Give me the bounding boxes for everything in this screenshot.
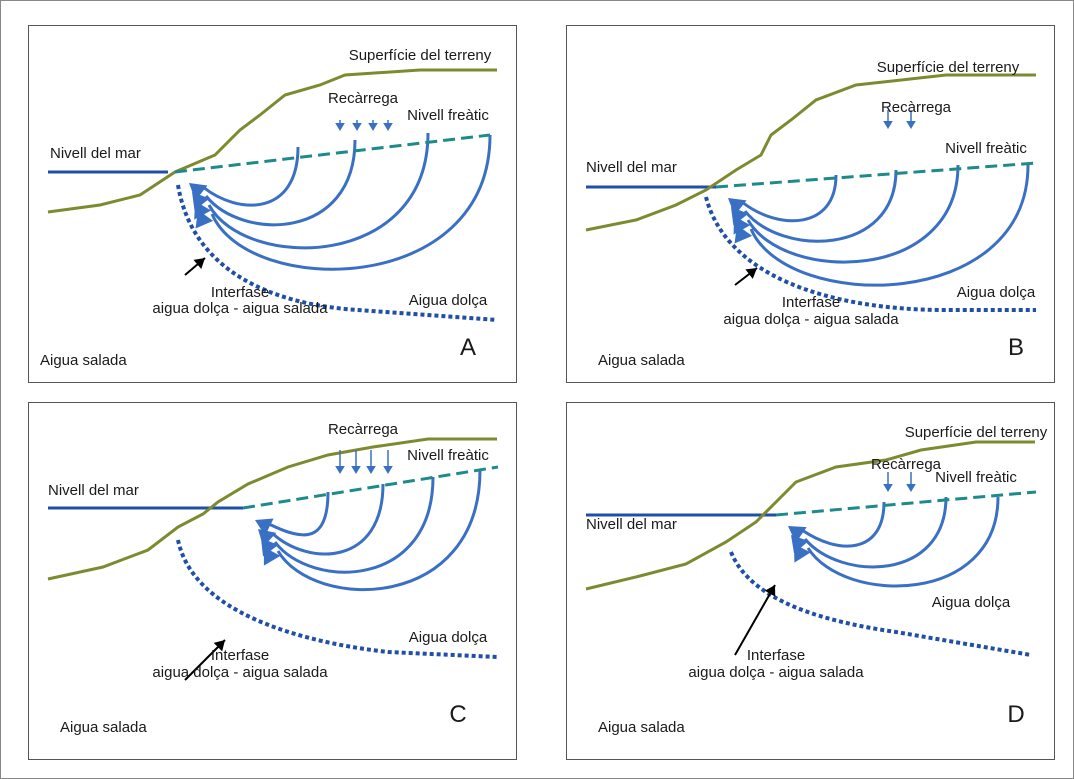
fresh-water-label: Aigua dolça <box>932 594 1011 611</box>
flow-line <box>743 169 898 243</box>
fresh-water-label: Aigua dolça <box>409 629 488 646</box>
flow-line <box>741 174 838 223</box>
interface-label: Interfase <box>747 647 805 664</box>
water-table-label: Nivell freàtic <box>945 140 1027 157</box>
interface-label: aigua dolça - aigua salada <box>152 300 328 317</box>
arrow-head <box>794 544 811 563</box>
arrow-head <box>193 258 205 270</box>
sea-level-label: Nivell del mar <box>586 159 677 176</box>
interface-label: Interfase <box>782 294 840 311</box>
arrow-head <box>745 268 757 279</box>
interface-line <box>176 184 498 322</box>
arrow-head <box>383 123 393 131</box>
arrow-head <box>255 518 274 536</box>
panel-letter: A <box>460 334 476 361</box>
water-table-line <box>775 490 1037 517</box>
terrain-line <box>47 68 497 214</box>
interface-line <box>704 196 1036 312</box>
salt-water-label: Aigua salada <box>40 352 127 369</box>
recharge-label: Recàrrega <box>328 90 399 107</box>
surface-label: Superfície del terreny <box>905 424 1048 441</box>
panel-border <box>566 25 1055 383</box>
flow-line <box>806 496 1000 588</box>
surface-label: Superfície del terreny <box>349 47 492 64</box>
salt-water-label: Aigua salada <box>598 352 685 369</box>
sea-level-label: Nivell del mar <box>50 145 141 162</box>
arrow-head <box>728 198 747 216</box>
arrow-head <box>189 183 208 201</box>
flow-line <box>273 476 435 574</box>
surface-label: Superfície del terreny <box>877 59 1020 76</box>
flow-line <box>276 469 482 592</box>
sea-level-label: Nivell del mar <box>48 482 139 499</box>
water-table-line <box>242 465 499 510</box>
fresh-water-label: Aigua dolça <box>957 284 1036 301</box>
flow-line <box>210 134 492 271</box>
interface-label: Interfase <box>211 647 269 664</box>
flow-line <box>749 164 1030 287</box>
arrow-head <box>788 526 807 543</box>
flow-line <box>803 496 948 569</box>
interface-label: Interfase <box>211 284 269 301</box>
pointer-arrow <box>734 584 776 656</box>
interface-label: aigua dolça - aigua salada <box>688 664 864 681</box>
arrow-head <box>734 225 753 244</box>
arrow-head <box>366 466 376 474</box>
salt-water-label: Aigua salada <box>598 719 685 736</box>
arrow-head <box>383 466 393 474</box>
panel: Recàrrega Nivell freàtic Nivell del mar Aig… <box>28 402 517 760</box>
flow-line <box>801 501 886 548</box>
sea-level-label: Nivell del mar <box>586 516 677 533</box>
panel-border <box>28 25 517 383</box>
interface-label: aigua dolça - aigua salada <box>152 664 328 681</box>
water-table-label: Nivell freàtic <box>407 447 489 464</box>
flow-line <box>204 139 357 227</box>
arrow-head <box>213 640 225 652</box>
flow-line <box>207 132 430 250</box>
flow-line <box>746 164 960 264</box>
arrow-head <box>368 123 378 131</box>
recharge-label: Recàrrega <box>881 99 952 116</box>
panel-border <box>28 402 517 760</box>
arrow-head <box>352 123 362 131</box>
terrain-line <box>585 73 1036 232</box>
terrain-line <box>585 440 1035 591</box>
salt-water-label: Aigua salada <box>60 719 147 736</box>
panel-border <box>566 402 1055 760</box>
panel-letter: D <box>1007 701 1024 728</box>
flow-line <box>270 483 385 556</box>
recharge-label: Recàrrega <box>328 421 399 438</box>
arrow-head <box>335 466 345 474</box>
interface-line <box>729 551 1032 657</box>
flow-line <box>202 146 300 207</box>
panel: Superfície del terreny Recàrrega Nivell fr… <box>28 25 517 383</box>
arrow-head <box>906 484 916 492</box>
water-table-label: Nivell freàtic <box>935 469 1017 486</box>
panel-letter: C <box>449 701 466 728</box>
arrow-head <box>335 123 345 131</box>
panel: Superfície del terreny Recàrrega Nivell fr… <box>566 25 1055 383</box>
flow-line <box>268 491 330 537</box>
interface-line <box>176 539 498 659</box>
arrow-head <box>906 121 916 129</box>
panel-letter: B <box>1008 334 1024 361</box>
terrain-line <box>47 437 497 581</box>
arrow-head <box>883 121 893 129</box>
water-table-label: Nivell freàtic <box>407 107 489 124</box>
arrow-head <box>883 484 893 492</box>
arrow-head <box>764 585 776 597</box>
arrow-head <box>195 210 214 229</box>
arrow-head <box>263 547 281 566</box>
recharge-label: Recàrrega <box>871 456 942 473</box>
interface-label: aigua dolça - aigua salada <box>723 311 899 328</box>
fresh-water-label: Aigua dolça <box>409 292 488 309</box>
arrow-head <box>351 466 361 474</box>
